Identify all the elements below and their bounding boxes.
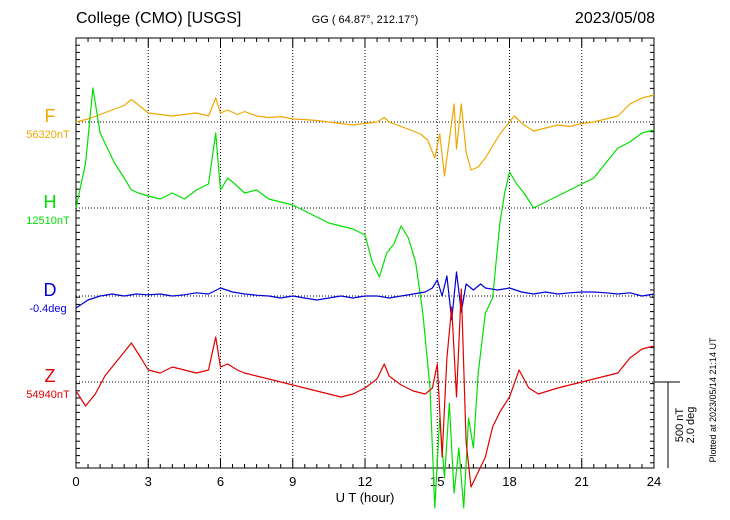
series-name-d: D	[44, 280, 57, 300]
x-axis-label: U T (hour)	[336, 490, 395, 505]
x-tick-label: 24	[647, 474, 661, 489]
scale-label-deg: 2.0 deg	[685, 407, 697, 444]
series-name-h: H	[44, 192, 57, 212]
x-tick-label: 21	[575, 474, 589, 489]
x-tick-label: 12	[358, 474, 372, 489]
x-tick-label: 9	[289, 474, 296, 489]
station-title: College (CMO) [USGS]	[76, 10, 242, 27]
plot-date: 2023/05/08	[574, 10, 655, 27]
x-tick-label: 3	[145, 474, 152, 489]
plot-frame	[75, 37, 655, 469]
series-name-z: Z	[45, 366, 56, 386]
series-baseline-label-h: 12510nT	[26, 215, 70, 227]
series-baseline-label-f: 56320nT	[26, 129, 70, 141]
plotted-at-note: Plotted at 2023/05/14 21:14 UT	[708, 337, 718, 463]
series-line-d	[75, 271, 655, 321]
geographic-coordinates: GG ( 64.87°, 212.17°)	[311, 14, 419, 26]
scale-label-nt: 500 nT	[674, 408, 686, 443]
x-tick-label: 6	[217, 474, 224, 489]
series-baseline-label-d: -0.4deg	[29, 303, 66, 315]
series-name-f: F	[45, 106, 56, 126]
x-tick-label: 18	[502, 474, 516, 489]
series-line-z	[75, 288, 655, 488]
series-baseline-label-z: 54940nT	[26, 389, 70, 401]
series-line-f	[75, 94, 655, 177]
series-line-h	[75, 87, 655, 509]
x-tick-label: 0	[72, 474, 79, 489]
x-tick-label: 15	[430, 474, 444, 489]
